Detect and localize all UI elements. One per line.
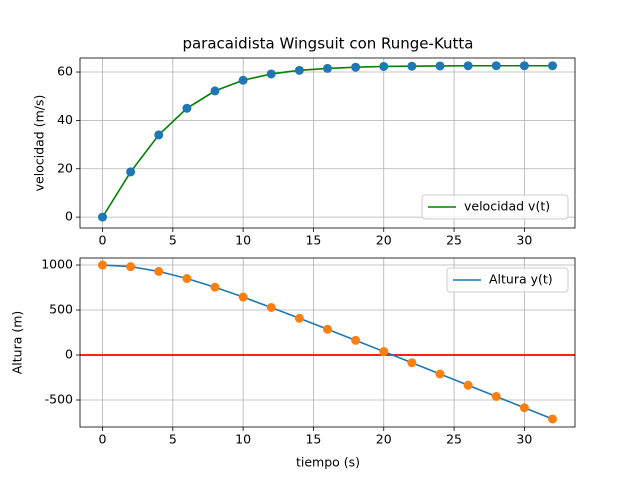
marker (323, 324, 332, 334)
marker (266, 69, 276, 79)
marker (98, 212, 107, 222)
x-tick-label: 20 (376, 432, 392, 447)
x-tick-label: 5 (169, 432, 177, 447)
marker (519, 61, 529, 71)
marker (491, 61, 501, 71)
legend-label: velocidad v(t) (464, 199, 550, 214)
x-tick-label: 0 (99, 233, 107, 248)
axes-frame (79, 57, 576, 229)
y-tick-label: 500 (49, 302, 73, 317)
marker (379, 346, 389, 356)
marker (294, 65, 304, 75)
marker (182, 274, 192, 284)
y-axis-label: velocidad (m/s) (32, 95, 47, 192)
y-tick-label: 40 (57, 112, 73, 127)
y-tick-label: 20 (57, 160, 73, 175)
x-tick-label: 30 (516, 432, 532, 447)
marker (182, 103, 192, 113)
y-tick-label: 60 (57, 64, 73, 79)
marker (323, 63, 332, 73)
marker (238, 292, 248, 302)
legend-label: Altura y(t) (489, 272, 553, 287)
legend-box (446, 267, 569, 293)
marker (154, 130, 164, 140)
x-tick-label: 5 (169, 233, 177, 248)
x-axis-label: tiempo (s) (296, 455, 360, 470)
marker (351, 335, 361, 345)
y-tick-label: -500 (45, 392, 73, 407)
marker (435, 369, 445, 379)
marker (548, 61, 557, 71)
marker (463, 61, 473, 71)
axes-frame (79, 257, 576, 428)
marker (407, 61, 417, 71)
marker (491, 391, 501, 401)
chart-title: paracaidista Wingsuit con Runge-Kutta (182, 35, 473, 53)
x-tick-label: 25 (446, 233, 462, 248)
y-tick-label: 0 (65, 347, 73, 362)
x-tick-label: 15 (305, 233, 321, 248)
marker (126, 167, 136, 177)
marker (266, 302, 276, 312)
marker (435, 61, 445, 71)
marker (98, 260, 107, 270)
marker (407, 358, 417, 368)
marker (294, 313, 304, 323)
x-tick-label: 10 (235, 432, 251, 447)
marker (519, 403, 529, 413)
x-tick-label: 25 (446, 432, 462, 447)
y-tick-label: 1000 (41, 257, 73, 272)
x-tick-label: 30 (516, 233, 532, 248)
marker (351, 62, 361, 72)
marker (379, 61, 389, 71)
marker (210, 282, 220, 292)
marker (126, 262, 136, 272)
legend-box (421, 194, 569, 220)
x-tick-label: 10 (235, 233, 251, 248)
marker (154, 266, 164, 276)
y-axis-label: Altura (m) (10, 311, 25, 375)
x-tick-label: 20 (376, 233, 392, 248)
marker (463, 380, 473, 390)
marker (210, 86, 220, 96)
y-tick-label: 0 (65, 209, 73, 224)
x-tick-label: 0 (99, 432, 107, 447)
marker (548, 414, 557, 424)
marker (238, 75, 248, 85)
x-tick-label: 15 (305, 432, 321, 447)
